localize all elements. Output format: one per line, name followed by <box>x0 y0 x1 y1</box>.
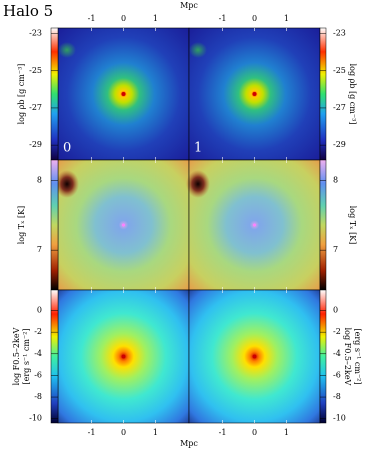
colorbar-tick-label: 8 <box>37 175 42 184</box>
colorbar <box>50 27 59 161</box>
colorbar-tick-label: 7 <box>333 245 338 254</box>
colorbar-label: [erg s⁻¹ cm⁻²] <box>353 328 362 384</box>
colorbar-tick-label: -10 <box>333 414 346 423</box>
colorbar-tick-label: -25 <box>29 66 42 75</box>
core <box>121 92 126 96</box>
x-tick-label: 1 <box>284 428 289 437</box>
core <box>252 92 257 96</box>
colorbar-tick-label: 0 <box>37 306 42 315</box>
colorbar-tick-label: -25 <box>333 66 346 75</box>
colorbar-tick-label: -8 <box>34 392 42 401</box>
x-tick-label: 0 <box>252 428 257 437</box>
colorbar-label: log F0.5–2keV <box>12 327 21 385</box>
colorbar-tick-label: -4 <box>34 349 42 358</box>
title: Halo 5 <box>3 2 53 20</box>
colorbar-label: [erg s⁻¹ cm⁻²] <box>22 328 31 384</box>
panel-label: 0 <box>63 141 71 156</box>
colorbar-tick-label: -10 <box>29 414 42 423</box>
substructure <box>186 170 210 198</box>
core <box>253 223 256 227</box>
substructure <box>58 42 76 58</box>
x-label-top: Mpc <box>180 1 198 10</box>
core <box>252 354 257 359</box>
x-tick-label: 0 <box>252 14 257 23</box>
x-tick-label: 1 <box>284 14 289 23</box>
panel-label: 1 <box>194 141 202 156</box>
x-tick-label: 0 <box>121 14 126 23</box>
core <box>121 354 126 359</box>
colorbar <box>319 289 327 424</box>
colorbar <box>319 159 327 291</box>
colorbar-label: log Tₓ [K] <box>17 206 26 245</box>
colorbar-tick-label: -2 <box>333 327 341 336</box>
colorbar-tick-label: -29 <box>333 140 346 149</box>
colorbar-tick-label: 0 <box>333 306 338 315</box>
colorbar-label: log ρb [g cm⁻³] <box>17 64 26 125</box>
colorbar-tick-label: -2 <box>34 327 42 336</box>
colorbar-tick-label: -6 <box>333 370 341 379</box>
x-label-bottom: Mpc <box>180 439 198 448</box>
core <box>122 223 125 227</box>
colorbar-tick-label: -8 <box>333 392 341 401</box>
colorbar-tick-label: 8 <box>333 175 338 184</box>
x-tick-label: 0 <box>121 428 126 437</box>
x-tick-label: -1 <box>219 14 227 23</box>
colorbar-tick-label: 7 <box>37 245 42 254</box>
colorbar <box>50 159 59 291</box>
colorbar-label: log Tₓ [K] <box>348 206 357 245</box>
substructure <box>189 42 207 58</box>
colorbar-tick-label: -4 <box>333 349 341 358</box>
x-tick-label: -1 <box>219 428 227 437</box>
colorbar-tick-label: -23 <box>29 29 42 38</box>
colorbar-tick-label: -6 <box>34 370 42 379</box>
x-tick-label: 1 <box>153 14 158 23</box>
colorbar-label: log F0.5–2keV <box>343 328 352 386</box>
colorbar-tick-label: -27 <box>333 103 346 112</box>
colorbar-label: log ρb [g cm⁻³] <box>348 64 357 125</box>
x-tick-label: -1 <box>88 428 96 437</box>
x-tick-label: -1 <box>88 14 96 23</box>
colorbar <box>319 27 327 161</box>
colorbar-tick-label: -23 <box>333 29 346 38</box>
colorbar <box>50 289 59 424</box>
x-tick-label: 1 <box>153 428 158 437</box>
substructure <box>55 170 79 198</box>
colorbar-tick-label: -29 <box>29 140 42 149</box>
colorbar-tick-label: -27 <box>29 103 42 112</box>
